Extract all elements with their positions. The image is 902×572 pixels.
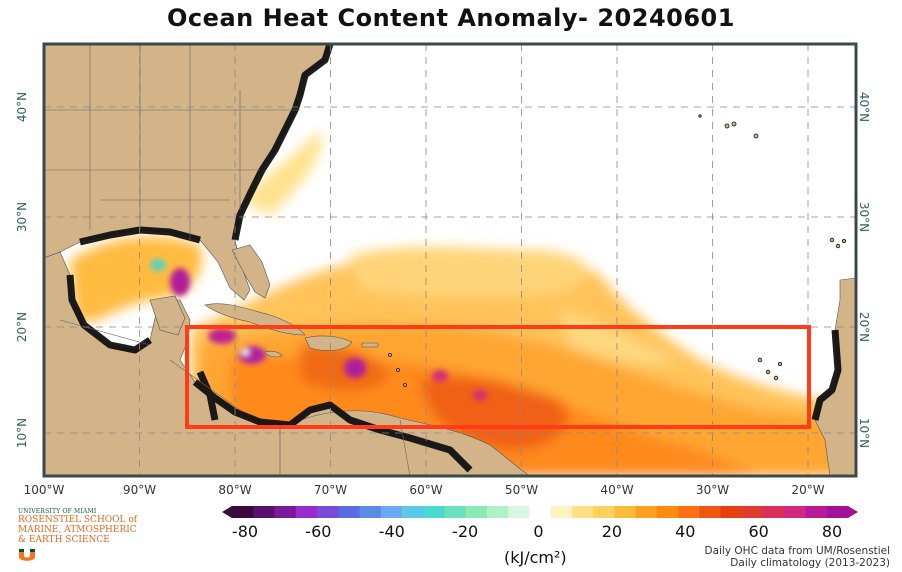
lon-label: 20°W	[791, 483, 825, 497]
grid-lines	[44, 44, 856, 476]
lon-label: 100°W	[23, 483, 65, 497]
credit-line-1: Daily OHC data from UM/Rosenstiel	[704, 545, 891, 557]
lat-label-left: 20°N	[15, 311, 29, 343]
colorbar-tick: -60	[305, 522, 332, 541]
colorbar-units: (kJ/cm²)	[504, 548, 567, 567]
logo-line-3: MARINE, ATMOSPHERIC	[18, 525, 137, 535]
lon-label: 40°W	[600, 483, 634, 497]
university-logo: UNIVERSITY OF MIAMI ROSENSTIEL SCHOOL of…	[18, 508, 158, 566]
lat-label-right: 10°N	[857, 417, 871, 449]
lon-label: 60°W	[409, 483, 443, 497]
colorbar-tick: -20	[452, 522, 479, 541]
lon-label: 70°W	[313, 483, 348, 497]
map-frame	[42, 42, 858, 478]
colorbar-tick: 20	[601, 522, 623, 541]
colorbar-tick: 60	[748, 522, 769, 541]
lon-label: 90°W	[122, 483, 157, 497]
colorbar-tick: 0	[533, 522, 544, 541]
political-borders	[44, 44, 411, 476]
lat-label-left: 30°N	[15, 201, 29, 233]
logo-line-4: & EARTH SCIENCE	[18, 535, 110, 545]
colorbar-tick: 80	[821, 522, 843, 541]
lat-label-right: 40°N	[857, 91, 871, 123]
region-box	[185, 325, 811, 429]
colorbar-tick: 40	[675, 522, 696, 541]
logo-line-2: ROSENSTIEL SCHOOL of	[18, 515, 138, 525]
credit-line-2: Daily climatology (2013-2023)	[730, 557, 890, 569]
logo-line-1: UNIVERSITY OF MIAMI	[18, 508, 97, 515]
colorbar-tick: -80	[231, 522, 259, 541]
lon-label: 80°W	[218, 483, 252, 497]
lat-label-left: 10°N	[15, 417, 29, 449]
u-logo-icon	[19, 549, 35, 561]
lat-label-right: 30°N	[857, 201, 871, 233]
colorbar-tick: -40	[378, 522, 405, 541]
lon-label: 50°W	[504, 483, 539, 497]
map-title: Ocean Heat Content Anomaly- 20240601	[167, 4, 735, 32]
lat-label-right: 20°N	[857, 311, 871, 343]
lon-label: 30°W	[695, 483, 730, 497]
island-marks	[388, 114, 847, 387]
lat-label-left: 40°N	[15, 91, 29, 123]
